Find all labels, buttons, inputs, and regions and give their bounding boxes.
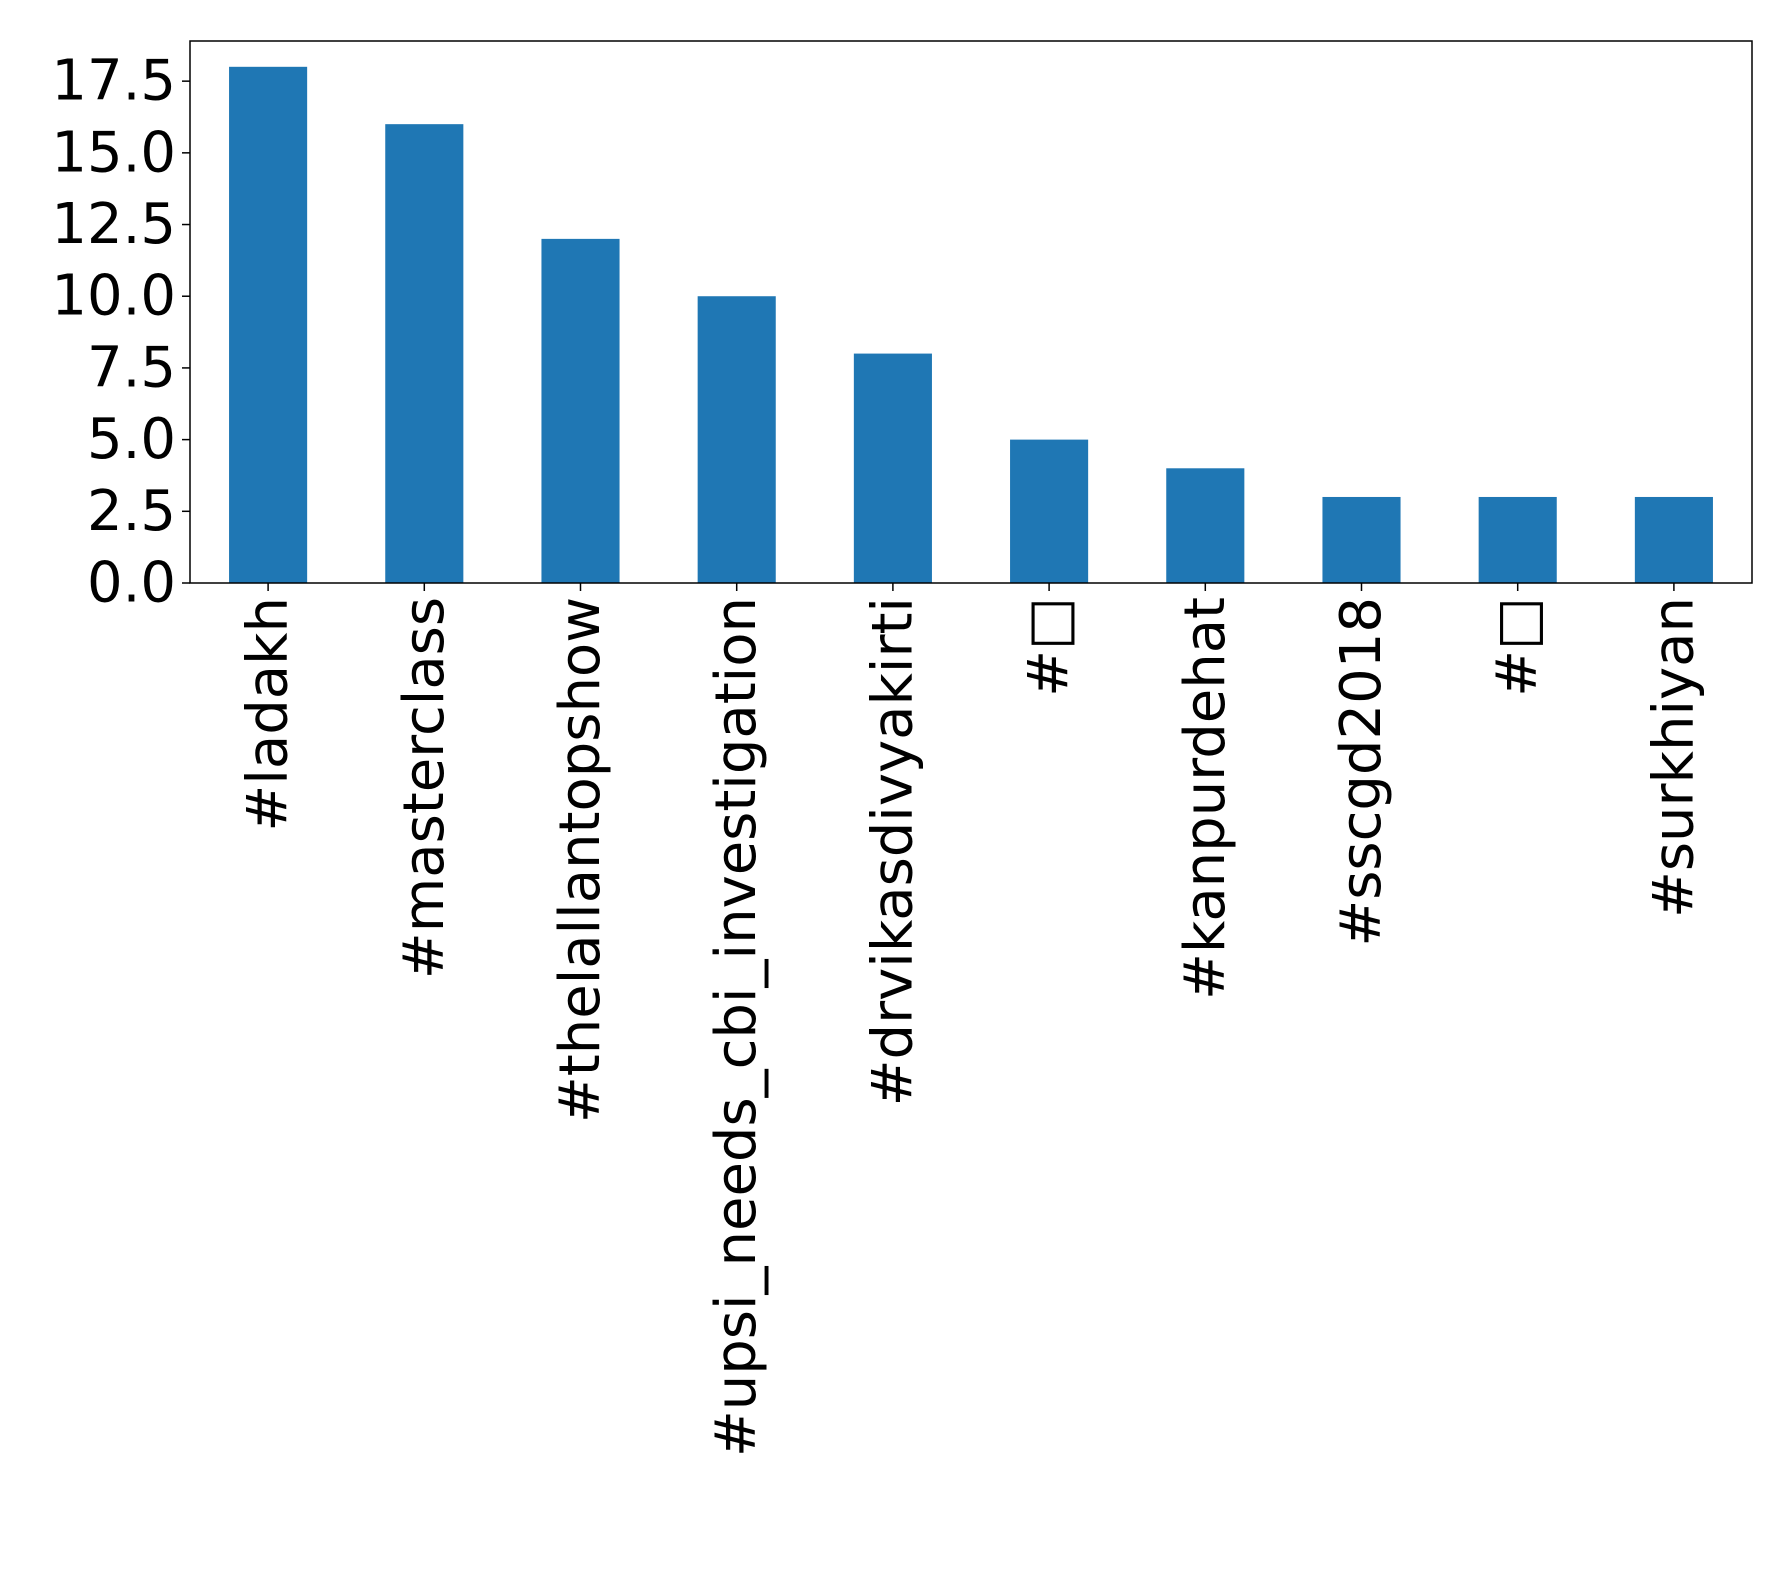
y-tick-label: 2.5 bbox=[87, 479, 176, 544]
bar-3 bbox=[541, 238, 620, 583]
bars-group bbox=[229, 66, 1713, 584]
x-tick-label: #thelallantopshow bbox=[548, 597, 613, 1123]
x-tick-label: #masterclass bbox=[392, 597, 457, 979]
bar-6 bbox=[1010, 439, 1089, 583]
y-tick-label: 10.0 bbox=[51, 264, 176, 329]
bar-1 bbox=[229, 66, 308, 584]
x-tick-label: #□ bbox=[1017, 597, 1082, 697]
x-tick-label: #□ bbox=[1485, 597, 1550, 697]
y-tick-label: 0.0 bbox=[87, 551, 176, 616]
bar-2 bbox=[385, 124, 464, 583]
bar-10 bbox=[1634, 496, 1713, 583]
x-tick-label: #sscgd2018 bbox=[1329, 597, 1394, 947]
bar-4 bbox=[697, 296, 776, 583]
y-tick-label: 7.5 bbox=[87, 335, 176, 400]
y-axis: 0.0 2.5 5.0 7.510.0 12.5 15.017.5 bbox=[51, 49, 190, 616]
bar-9 bbox=[1478, 496, 1557, 583]
x-axis: #ladakh #masterclass #thelallantopshow #ups… bbox=[236, 583, 1706, 1457]
x-tick-label: #upsi_needs_cbi_investigation bbox=[704, 597, 769, 1457]
bar-5 bbox=[853, 353, 932, 583]
x-tick-label: #surkhiyan bbox=[1641, 597, 1706, 918]
plot-frame bbox=[189, 40, 1753, 584]
bar-8 bbox=[1322, 496, 1401, 583]
y-tick-label: 12.5 bbox=[51, 192, 176, 257]
y-tick-label: 15.0 bbox=[51, 120, 176, 185]
y-tick-label: 5.0 bbox=[87, 407, 176, 472]
x-tick-label: #drvikasdivyakirti bbox=[860, 597, 925, 1106]
x-tick-label: #ladakh bbox=[236, 597, 301, 832]
y-tick-label: 17.5 bbox=[51, 49, 176, 114]
bar-7 bbox=[1166, 468, 1245, 583]
x-tick-label: #kanpurdehat bbox=[1173, 597, 1238, 1000]
